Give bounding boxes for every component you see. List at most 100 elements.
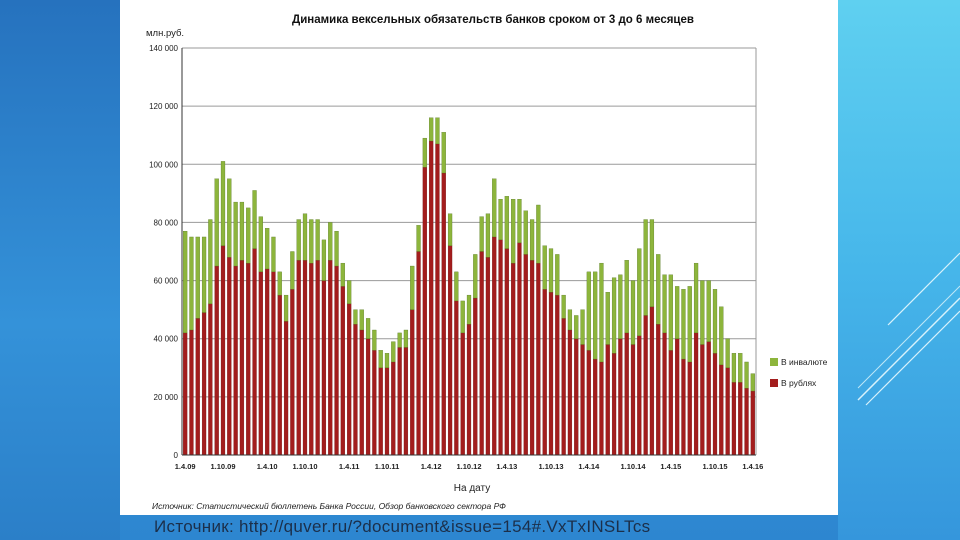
bar-currency (397, 332, 402, 348)
bar-rubles (384, 367, 390, 456)
bar-rubles (403, 347, 409, 456)
bar-currency (498, 199, 503, 241)
bar-rubles (586, 350, 591, 456)
bar-currency (630, 280, 636, 345)
bar-rubles (201, 312, 207, 456)
bar-currency (460, 300, 465, 334)
bar-rubles (656, 324, 661, 456)
bar-rubles (611, 353, 617, 456)
bar-currency (422, 137, 427, 168)
bar-currency (315, 219, 320, 261)
bar-rubles (422, 167, 427, 456)
bar-rubles (498, 239, 503, 456)
x-tick-label: 1.10.13 (538, 462, 563, 471)
chart-panel: Динамика вексельных обязательств банков … (120, 0, 838, 515)
x-tick-label: 1.4.16 (742, 462, 763, 471)
bar-rubles (536, 262, 541, 456)
bar-rubles (542, 289, 547, 456)
bar-rubles (750, 390, 755, 456)
bar-rubles (668, 350, 673, 456)
bar-rubles (511, 262, 516, 456)
bar-currency (321, 239, 327, 281)
bar-currency (283, 294, 289, 322)
legend: В инвалюте В рублях (770, 357, 828, 388)
bar-currency (611, 277, 617, 354)
bar-currency (271, 236, 276, 272)
slide-background-left (0, 0, 120, 540)
bar-rubles (643, 315, 648, 456)
bar-rubles (529, 260, 535, 456)
bar-rubles (555, 294, 560, 456)
bar-rubles (618, 338, 623, 456)
bar-currency (359, 309, 364, 331)
bar-rubles (492, 236, 497, 456)
bar-currency (719, 306, 724, 366)
bar-rubles (397, 347, 402, 456)
bar-rubles (731, 382, 737, 456)
bar-rubles (239, 260, 245, 456)
y-tick-label: 100 000 (149, 160, 178, 169)
x-tick-label: 1.4.15 (660, 462, 681, 471)
bar-rubles (548, 292, 554, 456)
bar-currency (246, 207, 251, 264)
bar-currency (220, 161, 226, 246)
bar-rubles (290, 289, 295, 456)
bar-rubles (347, 303, 352, 456)
bar-rubles (359, 329, 364, 456)
bar-currency (365, 318, 371, 339)
bar-rubles (447, 245, 453, 456)
bar-rubles (706, 341, 711, 456)
bar-rubles (523, 254, 528, 456)
bar-currency (302, 213, 308, 261)
bar-currency (555, 254, 560, 296)
bar-currency (372, 329, 377, 351)
bar-currency (504, 196, 509, 249)
bar-currency (441, 132, 446, 174)
bar-rubles (246, 262, 251, 456)
bar-currency (574, 315, 579, 339)
bar-currency (435, 117, 440, 145)
x-tick-label: 1.4.12 (421, 462, 442, 471)
bar-currency (347, 280, 352, 304)
bar-currency (605, 292, 610, 345)
bar-currency (201, 236, 207, 313)
bar-rubles (372, 350, 377, 456)
slide-background-right (838, 0, 960, 540)
bar-currency (618, 274, 623, 339)
bar-rubles (435, 143, 440, 456)
bar-currency (410, 265, 415, 310)
bar-rubles (466, 324, 472, 456)
bar-currency (492, 178, 497, 238)
slide-source-caption: Источник: http://quver.ru/?document&issu… (154, 517, 651, 536)
bar-currency (567, 309, 573, 331)
bar-currency (403, 329, 409, 348)
y-tick-label: 80 000 (154, 218, 179, 227)
bar-rubles (593, 358, 598, 456)
bar-currency (328, 222, 333, 261)
x-tick-label: 1.4.14 (578, 462, 600, 471)
bar-rubles (183, 332, 188, 456)
bar-rubles (353, 324, 358, 456)
bar-currency (750, 373, 755, 392)
legend-swatch (770, 379, 778, 387)
x-tick-label: 1.4.13 (496, 462, 517, 471)
x-axis-label: На дату (454, 483, 490, 494)
x-tick-label: 1.10.11 (375, 462, 400, 471)
bar-rubles (574, 338, 579, 456)
decorative-lines (857, 252, 960, 406)
chart-title: Динамика вексельных обязательств банков … (292, 14, 694, 26)
bar-currency (643, 219, 648, 316)
bar-rubles (693, 332, 699, 456)
bar-currency (693, 262, 699, 334)
bar-rubles (561, 318, 566, 456)
bar-rubles (321, 280, 327, 456)
bar-currency (334, 230, 339, 267)
bar-rubles (605, 344, 610, 456)
bar-currency (214, 178, 219, 267)
bar-rubles (220, 245, 226, 456)
bar-rubles (429, 140, 434, 456)
bar-rubles (328, 260, 333, 456)
bar-currency (183, 230, 188, 334)
bar-rubles (258, 271, 263, 456)
bar-currency (624, 260, 629, 334)
